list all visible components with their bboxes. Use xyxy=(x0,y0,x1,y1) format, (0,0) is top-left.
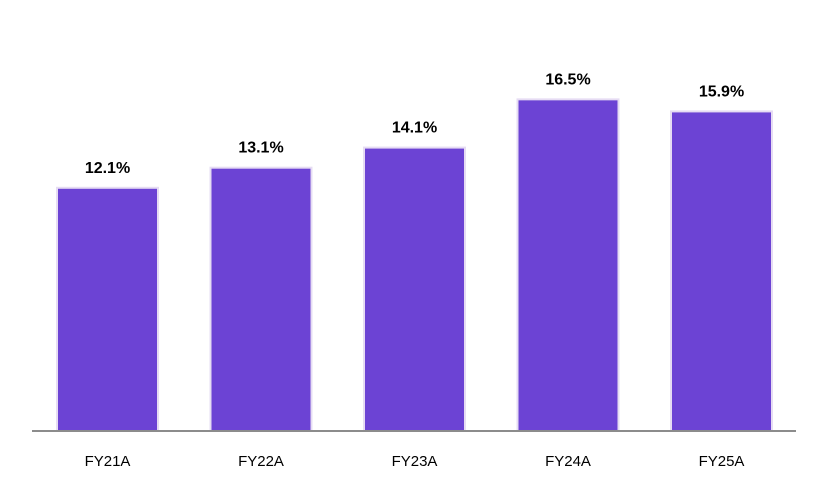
bars-group xyxy=(56,98,773,432)
data-labels-group: 12.1% 13.1% 14.1% 16.5% 15.9% xyxy=(85,71,744,176)
data-label-fy22a: 13.1% xyxy=(238,140,283,157)
x-tick-label-fy23a: FY23A xyxy=(392,453,438,470)
bar-fy22a xyxy=(209,166,313,432)
x-tick-label-fy22a: FY22A xyxy=(238,453,284,470)
bar-fy23a xyxy=(363,146,466,432)
x-tick-label-fy25a: FY25A xyxy=(699,453,745,470)
data-label-fy24a: 16.5% xyxy=(545,71,590,88)
bar-fy25a xyxy=(670,110,773,432)
x-tick-label-fy24a: FY24A xyxy=(545,453,591,470)
data-label-fy23a: 14.1% xyxy=(392,120,437,137)
bar-fy24a xyxy=(516,98,620,432)
data-label-fy25a: 15.9% xyxy=(699,83,744,100)
x-tick-labels-group: FY21A FY22A FY23A FY24A FY25A xyxy=(85,453,745,470)
data-label-fy21a: 12.1% xyxy=(85,160,130,177)
x-tick-label-fy21a: FY21A xyxy=(85,453,131,470)
bar-fy21a xyxy=(56,186,159,432)
